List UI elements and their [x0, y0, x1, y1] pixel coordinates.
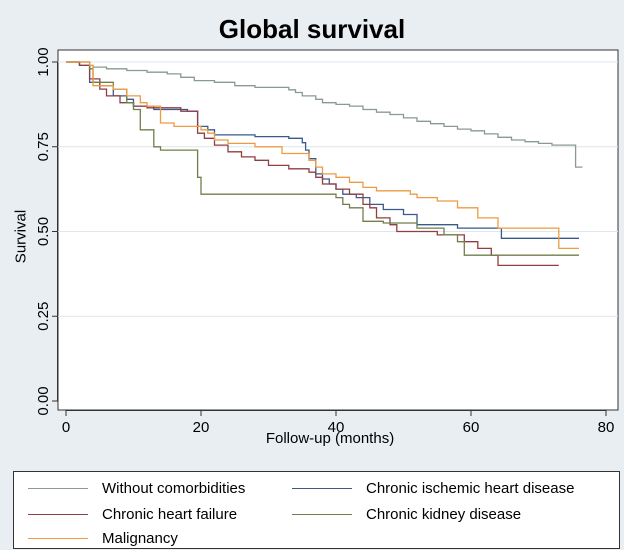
legend: Without comorbidities Chronic ischemic h…: [13, 471, 620, 549]
x-axis-label: Follow-up (months): [265, 430, 395, 447]
y-axis-label: Survival: [12, 209, 30, 264]
y-tick-label-3: 0.75: [35, 132, 52, 161]
legend-item-chronic-kidney-disease: Chronic kidney disease: [292, 504, 521, 524]
y-tick-label-2: 0.50: [35, 217, 52, 246]
legend-label-without-comorbidities: Without comorbidities: [102, 479, 246, 497]
plot-area: 0 20 40 60 80 0.00 0.25 0.50 0.75 1.00: [35, 47, 619, 436]
x-tick-label-4: 80: [598, 419, 615, 436]
legend-swatch-chronic-heart-failure: [28, 513, 88, 515]
legend-label-chronic-ischemic-heart-disease: Chronic ischemic heart disease: [366, 479, 575, 497]
y-tick-label-1: 0.25: [35, 302, 52, 331]
chart-title: Global survival: [218, 14, 406, 44]
legend-item-malignancy: Malignancy: [28, 528, 178, 548]
legend-swatch-without-comorbidities: [28, 487, 88, 489]
x-tick-label-3: 60: [463, 419, 480, 436]
y-tick-label-4: 1.00: [35, 47, 52, 76]
legend-item-without-comorbidities: Without comorbidities: [28, 478, 245, 498]
series-line-malignancy: [66, 61, 579, 250]
y-tick-label-0: 0.00: [35, 386, 52, 415]
x-tick-label-1: 20: [193, 419, 210, 436]
legend-swatch-chronic-kidney-disease: [292, 513, 352, 515]
series-line-without-comorbidities: [66, 61, 583, 168]
legend-label-malignancy: Malignancy: [102, 529, 178, 547]
legend-swatch-chronic-ischemic-heart-disease: [292, 487, 352, 489]
legend-label-chronic-kidney-disease: Chronic kidney disease: [366, 505, 522, 523]
x-tick-label-0: 0: [62, 419, 70, 436]
legend-swatch-malignancy: [28, 537, 88, 539]
legend-item-chronic-ischemic-heart-disease: Chronic ischemic heart disease: [292, 478, 574, 498]
plot-background: [57, 49, 619, 411]
x-tick-label-2: 40: [328, 419, 345, 436]
legend-label-chronic-heart-failure: Chronic heart failure: [102, 505, 238, 523]
legend-item-chronic-heart-failure: Chronic heart failure: [28, 504, 237, 524]
